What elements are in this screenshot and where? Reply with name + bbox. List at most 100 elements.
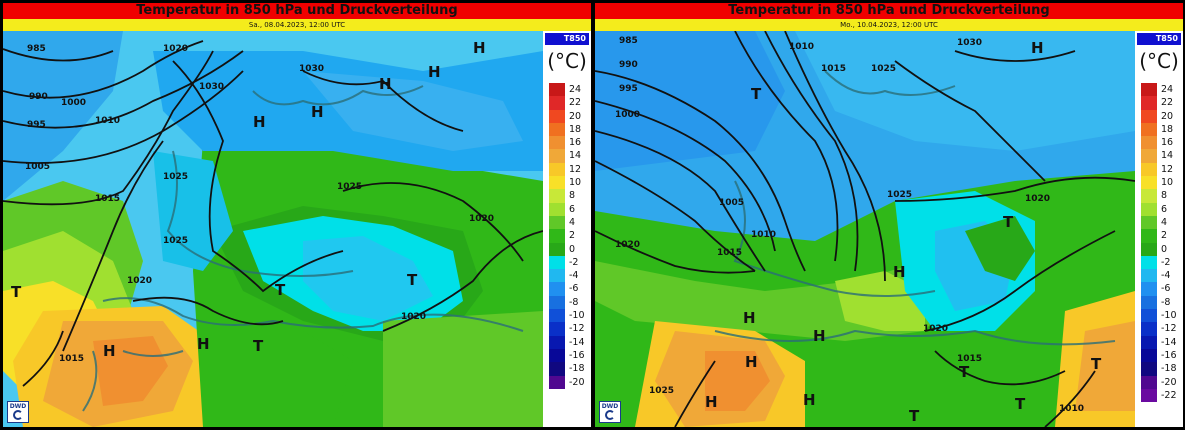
legend-swatch (549, 269, 565, 283)
legend-label: -16 (1161, 349, 1177, 361)
legend-row: -14 (549, 335, 589, 349)
isobar-label: 1015 (717, 248, 742, 258)
isobar-label: 995 (27, 120, 46, 130)
low-pressure-marker: T (909, 407, 920, 425)
legend-swatch (549, 282, 565, 296)
legend-label: 10 (569, 177, 582, 189)
isobar-label: 1015 (95, 194, 120, 204)
legend-row: 2 (549, 229, 589, 243)
legend-swatch (1141, 269, 1157, 283)
legend-row: -20 (1141, 375, 1181, 389)
legend-label: 16 (1161, 137, 1174, 149)
legend-row: 20 (549, 109, 589, 123)
isobar-label: 1020 (923, 324, 948, 334)
isobar-label: 1015 (957, 354, 982, 364)
isobar-label: 1020 (469, 214, 494, 224)
legend-label: -14 (569, 336, 585, 348)
isobar-label: 990 (29, 92, 48, 102)
legend-label: 24 (569, 84, 582, 95)
low-pressure-marker: T (1091, 355, 1102, 373)
panel-title: Temperatur in 850 hPa und Druckverteilun… (595, 3, 1183, 19)
legend-row: -10 (549, 309, 589, 323)
legend-swatch (549, 162, 565, 177)
isobar-label: 990 (619, 60, 638, 70)
legend-swatch (1141, 242, 1157, 256)
legend-label: 18 (1161, 123, 1174, 135)
legend-row: -18 (1141, 362, 1181, 376)
low-pressure-marker: T (1003, 213, 1014, 231)
legend-swatch (1141, 282, 1157, 296)
isobar-label: 1020 (401, 312, 426, 322)
high-pressure-marker: H (197, 335, 210, 353)
isobar-label: 995 (619, 84, 638, 94)
legend-row: -12 (1141, 322, 1181, 336)
legend-swatch (549, 109, 565, 123)
legend-label: 22 (1161, 97, 1174, 109)
legend-row: -4 (1141, 269, 1181, 283)
legend-label: 4 (1161, 216, 1168, 228)
low-pressure-marker: T (1015, 395, 1026, 413)
low-pressure-marker: T (275, 281, 286, 299)
high-pressure-marker: H (745, 353, 758, 371)
legend-label: 14 (569, 150, 582, 162)
legend-row: 6 (549, 202, 589, 216)
isobar-label: 1025 (649, 386, 674, 396)
legend-row: -2 (1141, 255, 1181, 270)
legend-label: -12 (569, 323, 585, 335)
legend-label: -8 (569, 296, 579, 308)
legend-label: 10 (1161, 177, 1174, 189)
legend-row: 18 (549, 122, 589, 137)
high-pressure-marker: H (813, 327, 826, 345)
legend-swatch (549, 215, 565, 230)
color-scale: 24 22 20 18 16 14 12 10 8 6 4 2 0 -2 -4 -6 -8 -10 -12 -14 -1… (1141, 83, 1181, 403)
legend-label: 0 (569, 243, 576, 255)
legend-row: -6 (1141, 282, 1181, 296)
legend-swatch (1141, 96, 1157, 110)
isobar-label: 1000 (61, 98, 86, 108)
legend-label: -18 (1161, 363, 1177, 375)
isobar-label: 1020 (1025, 194, 1050, 204)
legend-label: 8 (1161, 190, 1168, 202)
legend-label: -2 (1161, 256, 1171, 268)
legend-label: 6 (569, 203, 576, 215)
legend-swatch (1141, 388, 1157, 403)
isobar-label: 1000 (615, 110, 640, 120)
legend-label: -4 (569, 270, 579, 282)
isobar-label: 1015 (59, 354, 84, 364)
panel-date: Sa., 08.04.2023, 12:00 UTC (3, 19, 591, 31)
legend-swatch (1141, 83, 1157, 97)
legend-label: 2 (1161, 230, 1168, 242)
panel-title: Temperatur in 850 hPa und Druckverteilun… (3, 3, 591, 19)
high-pressure-marker: H (803, 391, 816, 409)
legend-swatch (1141, 149, 1157, 163)
isobar-label: 1010 (751, 230, 776, 240)
legend-row: -14 (1141, 335, 1181, 349)
legend-row: 14 (1141, 149, 1181, 163)
legend-row: -4 (549, 269, 589, 283)
legend-label: -18 (569, 363, 585, 375)
legend-row: -2 (549, 255, 589, 270)
low-pressure-marker: T (253, 337, 264, 355)
high-pressure-marker: H (428, 63, 441, 81)
legend-row: 6 (1141, 202, 1181, 216)
legend-row: 2 (1141, 229, 1181, 243)
legend-swatch (1141, 255, 1157, 270)
legend-row: 10 (549, 176, 589, 190)
legend-label: -10 (569, 310, 585, 322)
legend-swatch (549, 136, 565, 150)
legend-swatch (1141, 189, 1157, 203)
isobar-label: 1010 (95, 116, 120, 126)
legend-row: 0 (549, 242, 589, 256)
isobar-label: 1020 (127, 276, 152, 286)
legend-swatch (1141, 335, 1157, 349)
legend-swatch (1141, 215, 1157, 230)
low-pressure-marker: T (11, 283, 22, 301)
isobar-label: 1030 (199, 82, 224, 92)
legend-row: -6 (549, 282, 589, 296)
legend-swatch (549, 375, 565, 389)
low-pressure-marker: T (959, 363, 970, 381)
isobar-label: 1005 (719, 198, 744, 208)
legend-swatch (549, 348, 565, 363)
legend-swatch (1141, 176, 1157, 190)
legend-swatch (1141, 162, 1157, 177)
